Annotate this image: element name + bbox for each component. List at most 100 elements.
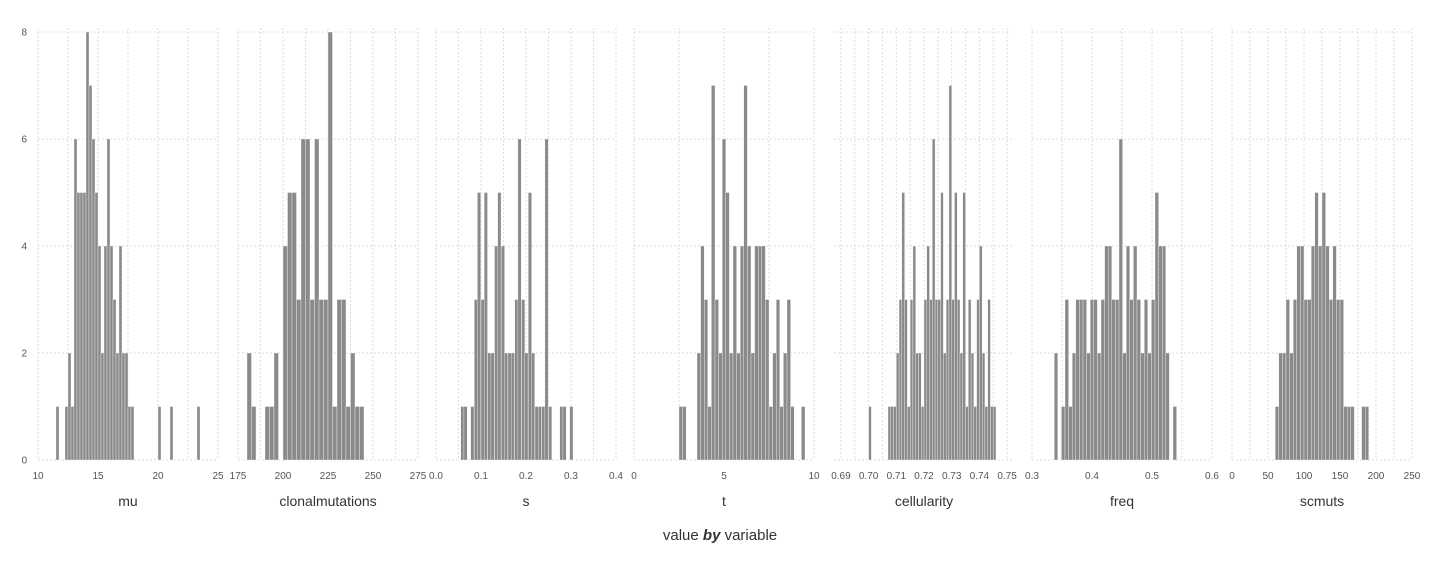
histogram-bar	[943, 352, 947, 461]
histogram-bar	[979, 245, 983, 461]
histogram-bar	[976, 299, 980, 461]
histogram-bar	[758, 245, 762, 461]
histogram-bar	[1365, 406, 1369, 461]
histogram-bar	[921, 406, 925, 461]
histogram-bar	[718, 352, 723, 461]
facet-label: freq	[1110, 493, 1134, 509]
histogram-bar	[1144, 299, 1148, 461]
histogram-bar	[548, 406, 553, 461]
histogram-bar	[1162, 245, 1166, 461]
histogram-bar	[696, 352, 701, 461]
histogram-bar	[1129, 299, 1134, 461]
histogram-bar	[973, 406, 977, 461]
histogram-bar	[359, 406, 365, 461]
histogram-bar	[901, 192, 905, 461]
histogram-bar	[291, 192, 297, 461]
histogram-bar	[470, 406, 475, 461]
y-tick-label: 6	[21, 135, 27, 146]
histogram-bar	[528, 192, 532, 461]
x-tick-label: 0.3	[564, 471, 578, 482]
x-tick-label: 0.75	[997, 471, 1017, 482]
x-axis-title-keyword: by	[702, 527, 721, 544]
histogram-bar	[801, 406, 806, 461]
histogram-bar	[951, 299, 955, 461]
histogram-bar	[354, 406, 360, 461]
x-tick-label: 10	[32, 471, 44, 482]
histogram-bar	[1061, 406, 1066, 461]
histogram-bar	[1136, 299, 1141, 461]
histogram-bar	[1172, 406, 1177, 461]
histogram-bar	[323, 299, 329, 461]
histogram-bar	[246, 352, 252, 461]
histogram-bar	[76, 192, 81, 461]
histogram-bar	[531, 352, 535, 461]
histogram-bar	[112, 299, 117, 461]
histogram-bar	[987, 299, 991, 461]
histogram-bar	[474, 299, 478, 461]
histogram-bar	[504, 352, 508, 461]
histogram-bar	[1325, 245, 1330, 461]
histogram-bar	[127, 406, 132, 461]
histogram-bar	[682, 406, 687, 461]
x-tick-label: 150	[1332, 471, 1349, 482]
histogram-bar	[940, 192, 944, 461]
histogram-bar	[929, 299, 933, 461]
histogram-bar	[497, 192, 502, 461]
histogram-bar	[490, 352, 495, 461]
histogram-bar	[707, 406, 712, 461]
histogram-bar	[463, 406, 468, 461]
facet-label: cellularity	[895, 493, 953, 509]
histogram-bar	[761, 245, 766, 461]
facet-label: scmuts	[1300, 493, 1344, 509]
x-tick-label: 0.5	[1145, 471, 1159, 482]
histogram-bar	[772, 352, 777, 461]
histogram-bar	[1072, 352, 1076, 461]
histogram-bar	[736, 352, 741, 461]
histogram-bar	[124, 352, 129, 461]
histogram-bar	[907, 406, 911, 461]
histogram-bar	[732, 245, 737, 461]
histogram-bar	[569, 406, 574, 461]
x-tick-label: 20	[152, 471, 164, 482]
histogram-bar	[341, 299, 347, 461]
histogram-bar	[1115, 299, 1120, 461]
histogram-bar	[909, 299, 914, 461]
histogram-bar	[990, 406, 994, 461]
histogram-bar	[169, 406, 174, 461]
histogram-bar	[678, 406, 683, 461]
histogram-bar	[1147, 352, 1152, 461]
histogram-bar	[264, 406, 270, 461]
histogram-bar	[85, 31, 90, 461]
histogram-bar	[954, 192, 958, 461]
histogram-bar	[109, 245, 114, 461]
histogram-bar	[1275, 406, 1279, 461]
x-tick-label: 10	[808, 471, 820, 482]
histogram-bar	[1332, 245, 1337, 461]
histogram-bar	[1086, 352, 1091, 461]
histogram-bar	[1361, 406, 1366, 461]
x-tick-label: 0.3	[1025, 471, 1039, 482]
histogram-bar	[510, 352, 515, 461]
histogram-bar	[121, 352, 126, 461]
histogram-bar	[507, 352, 512, 461]
histogram-bar	[1064, 299, 1069, 461]
histogram-bar	[868, 406, 872, 461]
histogram-bar	[893, 406, 897, 461]
x-tick-label: 0.4	[609, 471, 623, 482]
histogram-bar	[934, 299, 939, 461]
x-tick-label: 225	[320, 471, 337, 482]
histogram-bar	[332, 406, 338, 461]
histogram-bar	[743, 85, 748, 461]
histogram-bar	[1093, 299, 1098, 461]
histogram-bar	[1122, 352, 1127, 461]
histogram-bar	[937, 299, 941, 461]
histogram-bar	[1140, 352, 1145, 461]
histogram-bar	[945, 299, 950, 461]
histogram-bar	[898, 299, 903, 461]
y-tick-label: 2	[21, 349, 27, 360]
histogram-bar	[912, 245, 916, 461]
histogram-bar	[1090, 299, 1094, 461]
histogram-bar	[273, 352, 279, 461]
histogram-bar	[1311, 245, 1315, 461]
x-tick-label: 0.69	[831, 471, 851, 482]
